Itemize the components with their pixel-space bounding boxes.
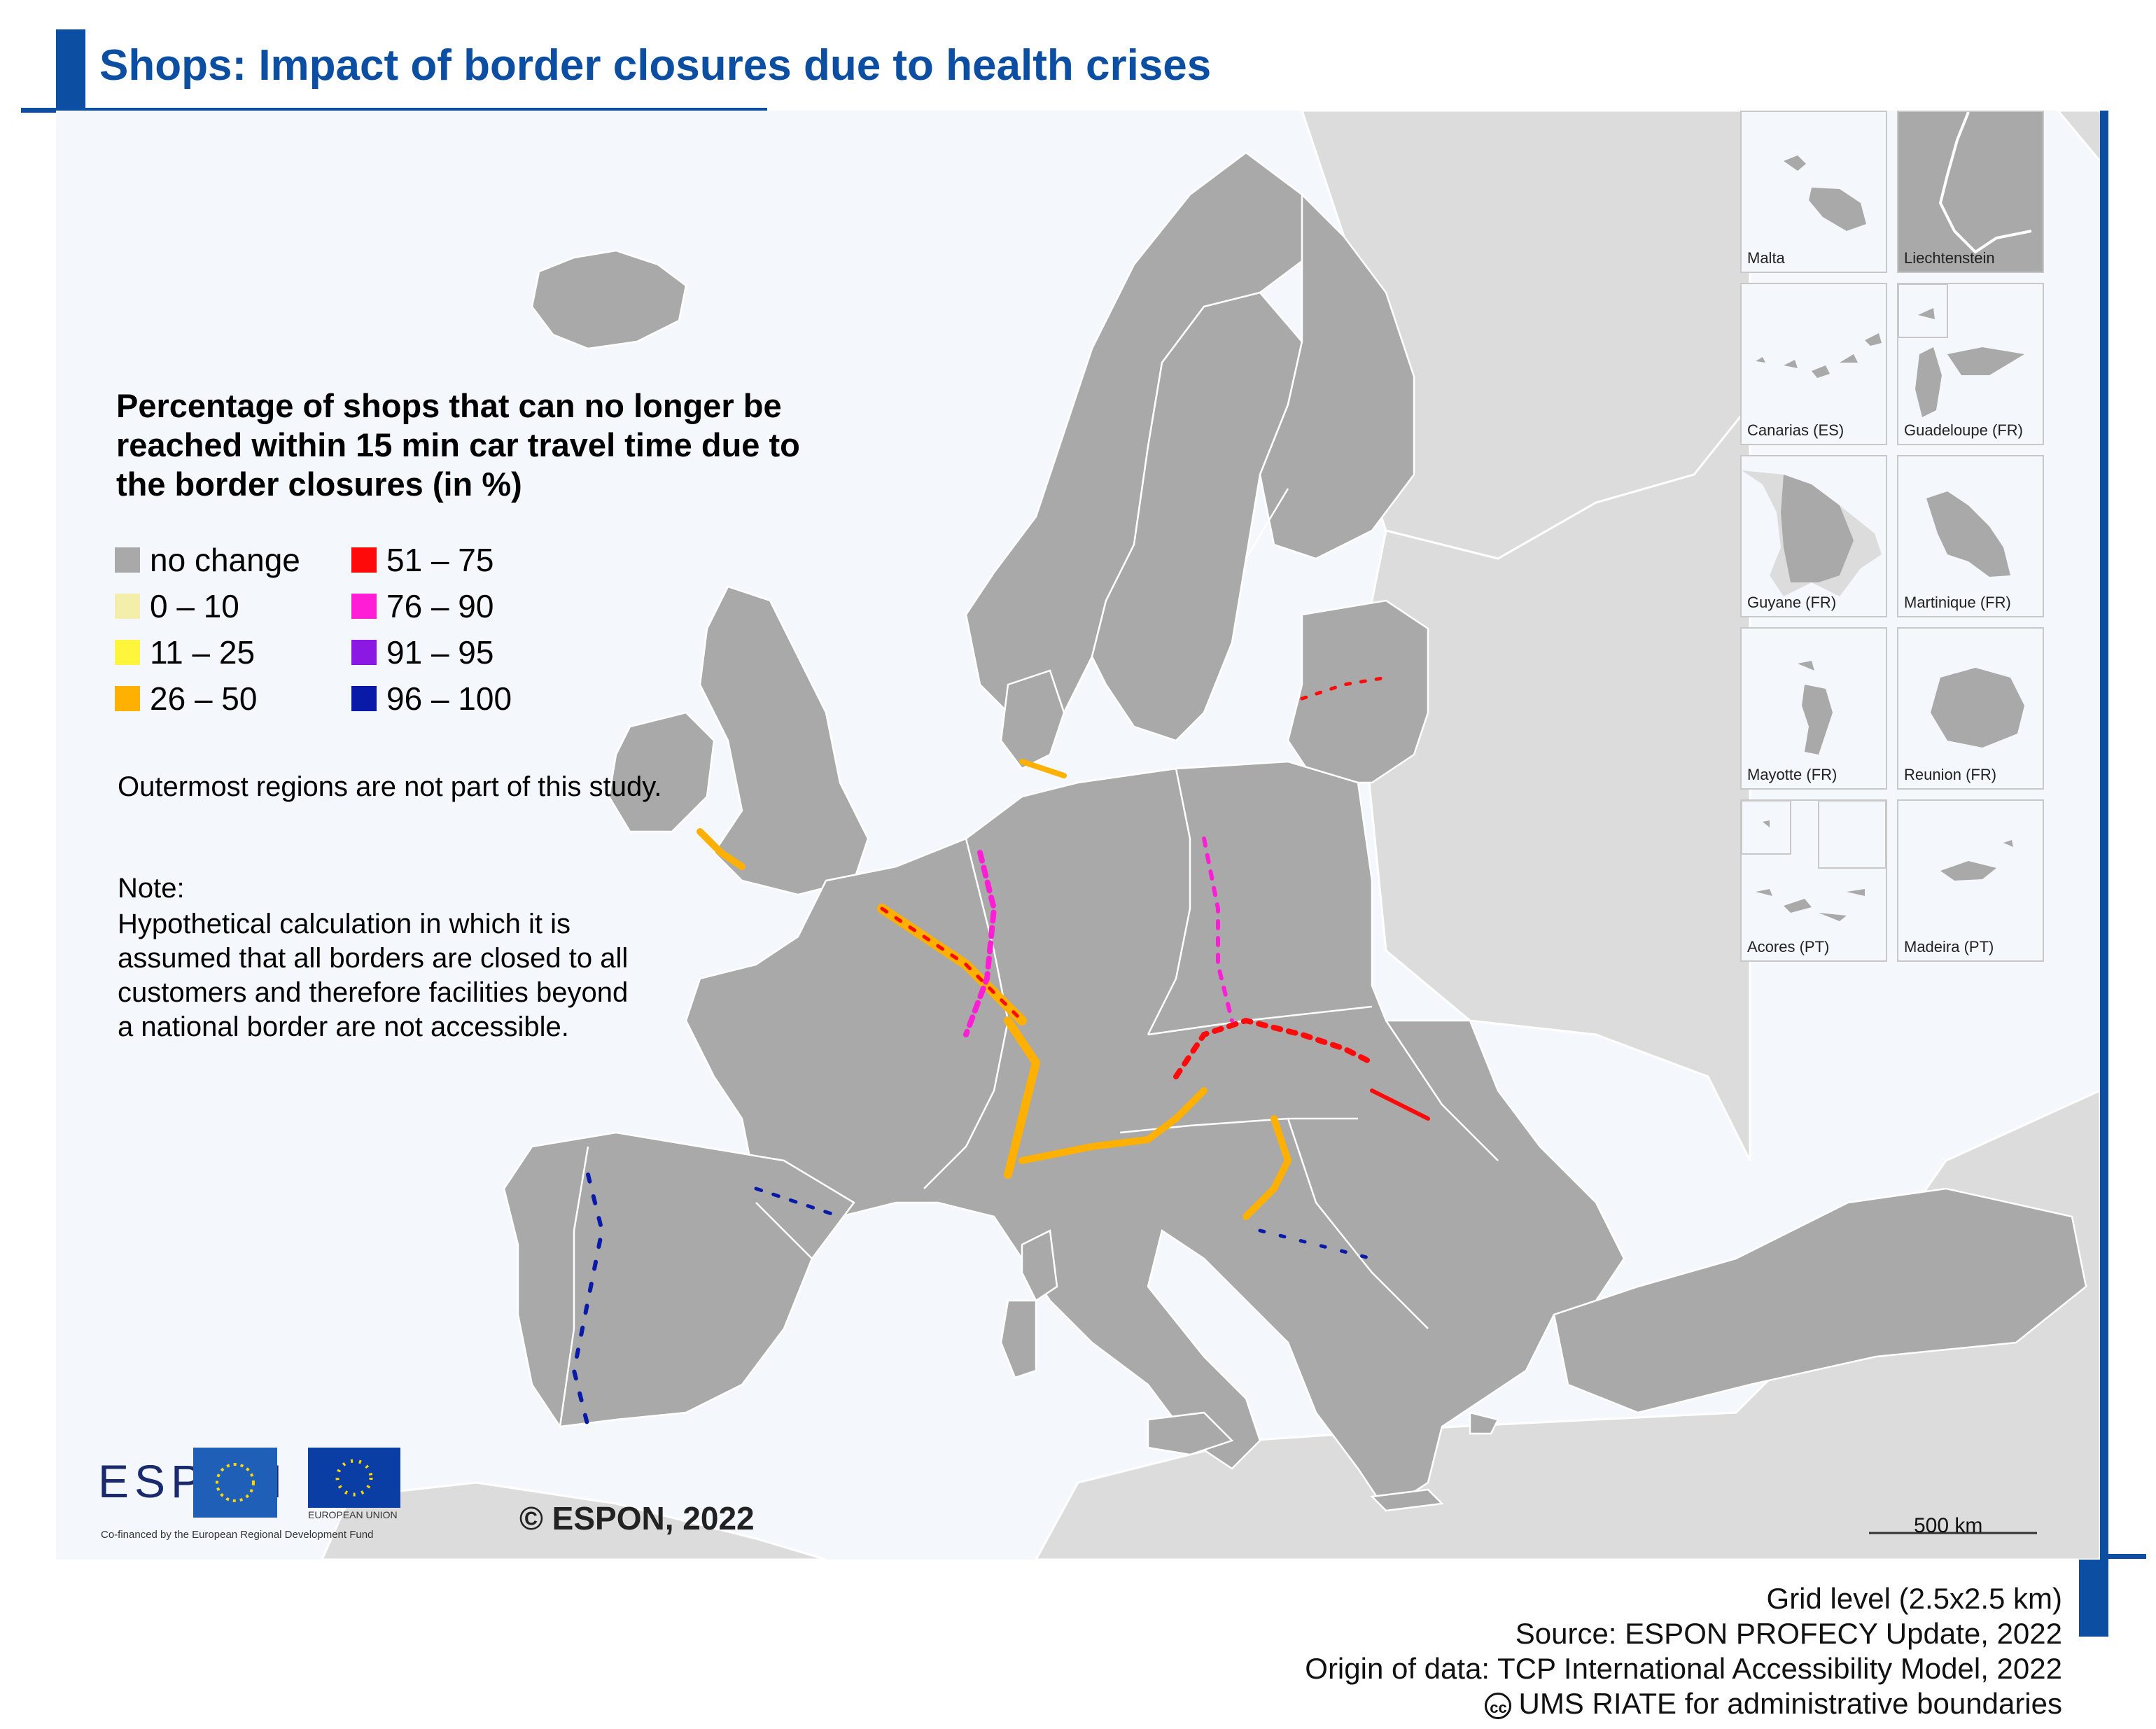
inset-martinique: Martinique (FR): [1897, 455, 2044, 617]
legend-item-11-25: 11 – 25: [115, 634, 255, 671]
inset-label: Martinique (FR): [1904, 594, 2011, 611]
legend-item-no-change: no change: [115, 542, 300, 578]
legend-swatch: [351, 686, 377, 711]
inset-label: Madeira (PT): [1904, 938, 1994, 955]
reunion-shape: [1931, 668, 2024, 748]
martinique-shape: [1926, 491, 2010, 577]
scale-bar-label: 500 km: [1914, 1514, 1983, 1537]
legend-item-91-95: 91 – 95: [351, 634, 494, 671]
canarias-shape: [1756, 333, 1882, 378]
espon-logo-emblem: [193, 1448, 277, 1518]
inset-label: Canarias (ES): [1747, 421, 1844, 439]
legend-swatch: [115, 594, 140, 619]
legend-item-96-100: 96 – 100: [351, 680, 512, 717]
outermost-regions-note: Outermost regions are not part of this s…: [118, 771, 662, 802]
guadeloupe-shape: [1898, 284, 2024, 417]
guyane-shape: [1742, 470, 1882, 596]
inset-acores: Acores (PT): [1740, 799, 1887, 962]
legend-item-76-90: 76 – 90: [351, 588, 494, 624]
mayotte-shape: [1798, 661, 1833, 755]
legend-label: no change: [150, 542, 300, 578]
inset-label: Acores (PT): [1747, 938, 1830, 955]
legend-item-51-75: 51 – 75: [351, 542, 493, 578]
legend-swatch: [351, 547, 377, 573]
footer-boundaries-text: UMS RIATE for administrative boundaries: [1518, 1687, 2062, 1720]
page-title: Shops: Impact of border closures due to …: [99, 41, 1212, 90]
inset-reunion: Reunion (FR): [1897, 627, 2044, 790]
note-heading: Note:: [118, 873, 185, 904]
creative-commons-icon: cc: [1485, 1692, 1512, 1719]
legend-label: 11 – 25: [150, 634, 255, 671]
inset-label: Malta: [1747, 249, 1785, 267]
legend-item-0-10: 0 – 10: [115, 588, 239, 624]
inset-madeira: Madeira (PT): [1897, 799, 2044, 962]
legend-label: 26 – 50: [150, 680, 258, 717]
footer-grid-level: Grid level (2.5x2.5 km): [1766, 1582, 2062, 1615]
inset-label: Guadeloupe (FR): [1904, 421, 2023, 439]
inset-guadeloupe: Guadeloupe (FR): [1897, 283, 2044, 445]
inset-malta: Malta: [1740, 111, 1887, 273]
footer-origin: Origin of data: TCP International Access…: [1305, 1652, 2062, 1685]
liechtenstein-shape: [1938, 112, 2032, 254]
legend-swatch: [115, 547, 140, 573]
espon-caption: Co-financed by the European Regional Dev…: [101, 1529, 374, 1541]
legend-label: 96 – 100: [386, 680, 512, 717]
note-body: Hypothetical calculation in which it is …: [118, 909, 629, 1042]
country-borders: [559, 488, 1499, 1427]
malta-shape: [1784, 155, 1866, 231]
eu-caption: EUROPEAN UNION: [308, 1509, 398, 1520]
inset-liechtenstein: Liechtenstein: [1897, 111, 2044, 273]
legend-swatch: [351, 640, 377, 665]
madeira-shape: [1940, 840, 2013, 881]
legend-swatch: [115, 640, 140, 665]
legend-label: 76 – 90: [386, 588, 494, 624]
footer-source: Source: ESPON PROFECY Update, 2022: [1515, 1617, 2062, 1650]
legend-label: 51 – 75: [386, 542, 494, 578]
acores-shape: [1742, 801, 1886, 921]
border-impact-cells: [571, 676, 1430, 1429]
legend-label: 0 – 10: [150, 588, 239, 624]
legend-item-26-50: 26 – 50: [115, 680, 258, 717]
legend-title: Percentage of shops that can no longer b…: [116, 387, 800, 503]
inset-label: Reunion (FR): [1904, 766, 1997, 783]
legend-swatch: [351, 594, 377, 619]
footer-boundaries: cc UMS RIATE for administrative boundarie…: [1485, 1687, 2062, 1721]
inset-mayotte: Mayotte (FR): [1740, 627, 1887, 790]
inset-label: Guyane (FR): [1747, 594, 1837, 611]
copyright-text: © ESPON, 2022: [519, 1500, 755, 1536]
frame-bar-top-left: [21, 108, 767, 113]
inset-label: Liechtenstein: [1904, 249, 1995, 267]
study-land: [503, 151, 2087, 1512]
legend-swatch: [115, 686, 140, 711]
legend-label: 91 – 95: [386, 634, 494, 671]
inset-canarias: Canarias (ES): [1740, 283, 1887, 445]
inset-label: Mayotte (FR): [1747, 766, 1837, 783]
eu-flag-icon: [308, 1448, 400, 1508]
inset-guyane: Guyane (FR): [1740, 455, 1887, 617]
